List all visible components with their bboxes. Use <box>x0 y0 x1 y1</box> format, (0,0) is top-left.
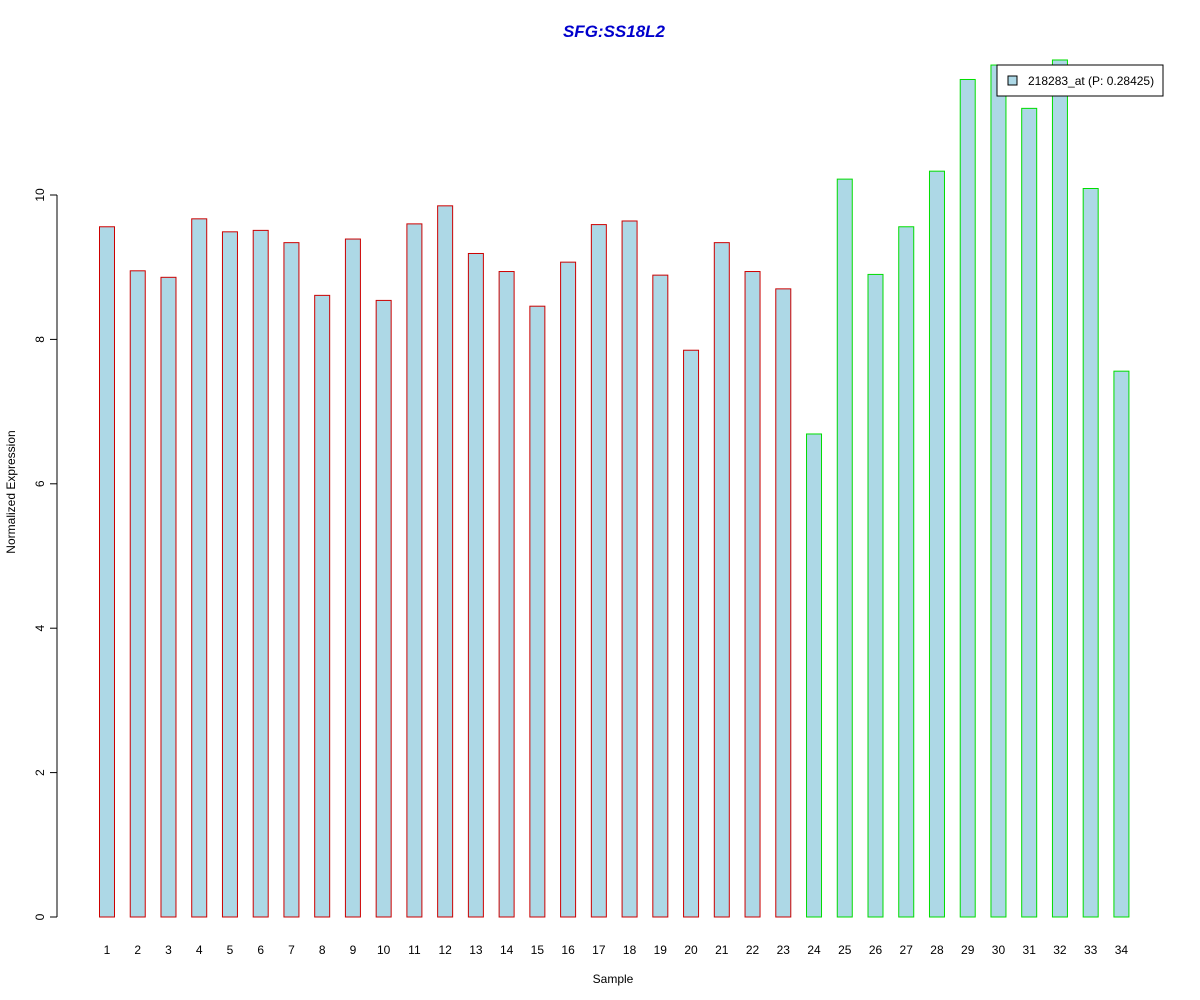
x-tick-label: 13 <box>469 943 483 957</box>
x-tick-label: 6 <box>257 943 264 957</box>
x-tick-label: 8 <box>319 943 326 957</box>
x-tick-label: 16 <box>561 943 575 957</box>
y-tick-label: 2 <box>33 769 47 776</box>
x-tick-label: 26 <box>869 943 883 957</box>
legend-swatch <box>1007 75 1018 86</box>
y-tick-label: 4 <box>33 625 47 632</box>
x-tick-label: 19 <box>654 943 668 957</box>
bar-sample-8 <box>314 294 331 918</box>
y-tick-label: 6 <box>33 480 47 487</box>
bar-sample-22 <box>744 271 761 918</box>
bar-sample-19 <box>652 274 669 918</box>
bar-sample-20 <box>683 349 700 918</box>
bar-sample-33 <box>1082 188 1099 918</box>
x-tick-label: 30 <box>992 943 1006 957</box>
x-tick-label: 27 <box>900 943 914 957</box>
bar-sample-30 <box>990 64 1007 918</box>
x-tick-label: 4 <box>196 943 203 957</box>
y-axis-label: Normalized Expression <box>4 430 18 553</box>
x-tick-label: 18 <box>623 943 637 957</box>
x-tick-label: 10 <box>377 943 391 957</box>
legend-box <box>996 64 1164 97</box>
y-tick-label: 10 <box>33 188 47 202</box>
x-tick-label: 20 <box>684 943 698 957</box>
x-tick-label: 31 <box>1023 943 1037 957</box>
legend: 218283_at (P: 0.28425) <box>996 64 1164 97</box>
bar-sample-1 <box>99 226 115 918</box>
x-tick-label: 28 <box>930 943 944 957</box>
bar-sample-16 <box>560 261 577 918</box>
legend-label: 218283_at (P: 0.28425) <box>1028 74 1154 88</box>
x-tick-label: 9 <box>350 943 357 957</box>
x-tick-label: 24 <box>807 943 821 957</box>
bar-sample-7 <box>283 242 300 918</box>
bar-sample-11 <box>406 223 423 918</box>
bar-sample-10 <box>375 299 392 918</box>
x-tick-label: 15 <box>531 943 545 957</box>
x-tick-label: 32 <box>1053 943 1067 957</box>
bar-sample-25 <box>836 178 853 918</box>
bar-sample-2 <box>129 270 146 918</box>
x-tick-label: 3 <box>165 943 172 957</box>
x-tick-label: 12 <box>438 943 452 957</box>
bar-sample-4 <box>191 218 208 918</box>
y-tick-label: 8 <box>33 336 47 343</box>
bar-sample-34 <box>1113 370 1130 918</box>
x-tick-label: 21 <box>715 943 729 957</box>
bar-sample-9 <box>344 238 361 918</box>
x-tick-label: 33 <box>1084 943 1098 957</box>
bar-sample-12 <box>437 205 454 918</box>
x-tick-label: 22 <box>746 943 760 957</box>
bar-sample-27 <box>898 226 915 918</box>
bar-sample-24 <box>806 433 823 918</box>
chart-title: SFG:SS18L2 <box>563 22 666 41</box>
x-tick-label: 1 <box>104 943 111 957</box>
x-tick-label: 23 <box>777 943 791 957</box>
x-tick-label: 25 <box>838 943 852 957</box>
x-tick-label: 17 <box>592 943 606 957</box>
bar-sample-15 <box>529 305 546 918</box>
bar-sample-23 <box>775 288 792 918</box>
x-tick-label: 14 <box>500 943 514 957</box>
bar-sample-17 <box>590 224 607 918</box>
x-tick-label: 7 <box>288 943 295 957</box>
x-tick-labels: 1 2 3 4 5 6 7 8 9 10 11 12 13 14 15 16 17 18 19 20 21 22 23 24 2… <box>104 943 1129 957</box>
bar-sample-31 <box>1021 107 1038 918</box>
bar-sample-29 <box>959 78 976 918</box>
bar-sample-13 <box>467 252 484 918</box>
bar-sample-14 <box>498 271 515 918</box>
bar-sample-26 <box>867 273 884 918</box>
bar-sample-6 <box>252 229 269 918</box>
y-axis: 0 2 4 6 8 10 <box>33 188 58 920</box>
bar-sample-28 <box>928 170 945 918</box>
bar-sample-18 <box>621 220 638 918</box>
bar-sample-32 <box>1051 59 1068 918</box>
x-tick-label: 29 <box>961 943 975 957</box>
x-tick-label: 11 <box>408 943 421 957</box>
x-axis-label: Sample <box>593 972 634 986</box>
x-tick-label: 2 <box>134 943 141 957</box>
bar-sample-5 <box>221 231 238 918</box>
x-tick-label: 5 <box>227 943 234 957</box>
x-tick-label: 34 <box>1115 943 1129 957</box>
bar-sample-3 <box>160 276 177 918</box>
y-tick-label: 0 <box>33 913 47 920</box>
bar-sample-21 <box>713 242 730 918</box>
bars <box>99 59 1130 918</box>
